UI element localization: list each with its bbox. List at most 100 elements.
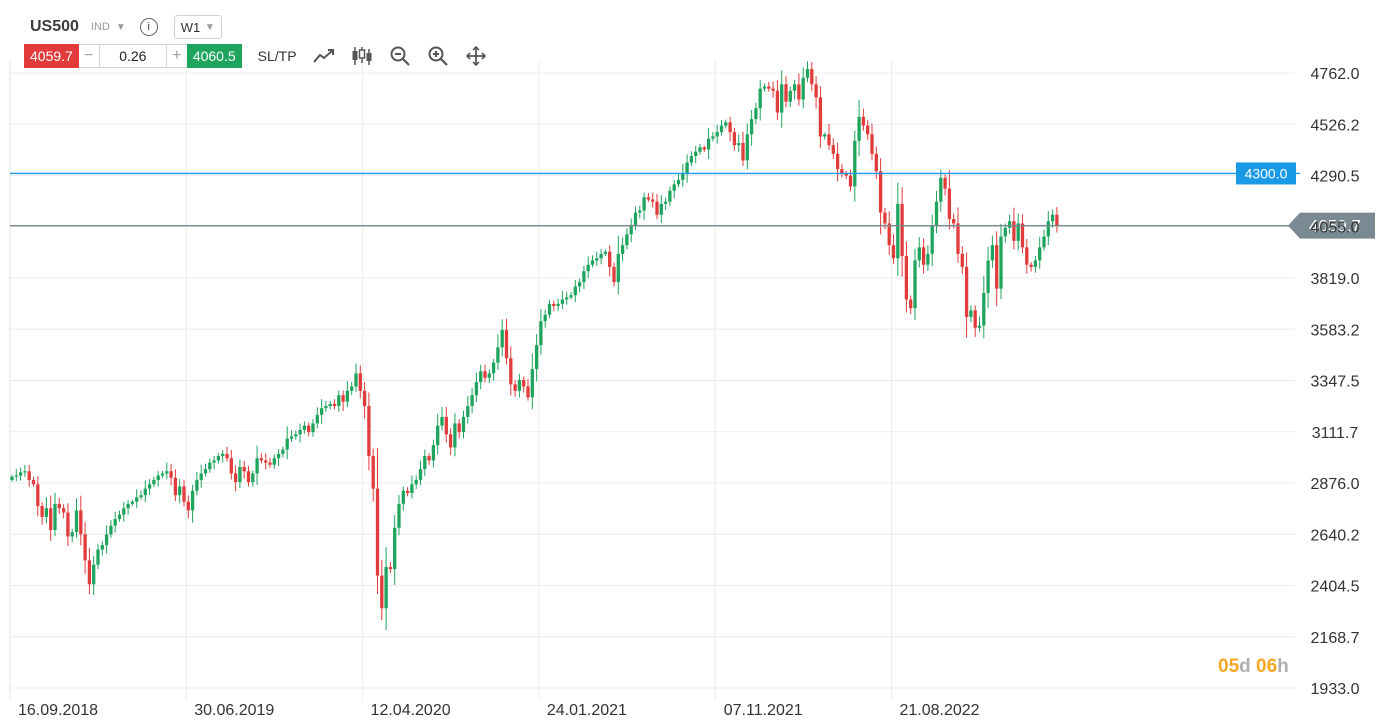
candle: [1042, 229, 1046, 251]
candle: [362, 382, 367, 419]
candle-body: [844, 173, 848, 176]
candle: [586, 256, 590, 279]
y-tick-label: 3111.7: [1312, 425, 1359, 442]
candle-body: [156, 475, 160, 480]
candle-body: [276, 453, 281, 459]
candle-body: [513, 384, 517, 391]
candle: [930, 214, 934, 266]
candle: [556, 298, 560, 311]
candle: [573, 279, 577, 303]
candle-body: [375, 488, 380, 576]
candle: [453, 413, 457, 457]
candle-body: [281, 449, 285, 454]
candle: [943, 174, 947, 196]
candle-body: [285, 438, 289, 450]
candle: [977, 316, 982, 332]
candle: [341, 390, 345, 411]
instrument-dropdown-icon[interactable]: ▼: [115, 21, 126, 33]
candle-body: [238, 466, 242, 483]
candle-body: [358, 373, 362, 391]
line-chart-icon[interactable]: [312, 45, 335, 67]
candle: [552, 300, 556, 312]
candle: [857, 99, 861, 157]
candle-body: [272, 458, 276, 465]
candle: [1012, 207, 1016, 250]
increase-button[interactable]: +: [172, 47, 182, 64]
candle: [547, 299, 552, 319]
candle-body: [719, 125, 724, 133]
x-tick-label: 30.06.2019: [194, 702, 274, 719]
candle: [479, 364, 483, 390]
candle: [117, 510, 122, 522]
move-icon[interactable]: [465, 45, 487, 67]
zoom-in-icon[interactable]: [427, 45, 449, 67]
candle: [818, 86, 823, 149]
candle-body: [427, 456, 431, 461]
candle: [775, 80, 780, 121]
timeframe-select[interactable]: W1 ▼: [173, 15, 222, 39]
candle-body: [350, 386, 354, 391]
candle-body: [857, 116, 861, 141]
candle-body: [539, 321, 543, 346]
candle-body: [311, 423, 315, 433]
candle: [371, 448, 375, 502]
candle-body: [483, 371, 487, 378]
candle: [448, 428, 453, 455]
candle: [762, 83, 767, 92]
candle-body: [586, 264, 590, 272]
candle: [642, 192, 646, 220]
candle: [332, 399, 337, 410]
candle: [1029, 261, 1033, 272]
countdown-days: 05: [1218, 656, 1240, 677]
sltp-button[interactable]: SL/TP: [257, 48, 297, 64]
candlestick-icon[interactable]: [351, 45, 373, 67]
candle-body: [212, 460, 216, 463]
candle-body: [569, 295, 573, 298]
decrease-button[interactable]: −: [84, 47, 94, 64]
candle-body: [1038, 247, 1042, 261]
candle-body: [534, 345, 539, 370]
candle-body: [517, 379, 522, 391]
candle-body: [784, 84, 788, 102]
candle-body: [728, 122, 732, 133]
candle: [1020, 214, 1025, 253]
candle: [27, 465, 31, 487]
zoom-out-icon[interactable]: [389, 45, 411, 67]
current-price-label: 4059.7: [1309, 217, 1361, 236]
candle: [509, 346, 513, 396]
y-tick-label: 4762.0: [1311, 66, 1360, 83]
buy-button[interactable]: 4060.5: [186, 44, 242, 68]
instrument-symbol[interactable]: US500: [30, 18, 79, 35]
candle-body: [982, 293, 986, 326]
trade-bar: 4059.7 − 0.26 + 4060.5 SL/TP: [24, 44, 487, 68]
candle: [694, 146, 698, 164]
candle: [74, 498, 79, 538]
info-icon[interactable]: i: [139, 18, 158, 36]
candle: [139, 490, 143, 500]
candle-body: [530, 369, 534, 398]
candle: [844, 170, 848, 179]
candle: [436, 413, 440, 455]
candle: [853, 130, 857, 202]
candle: [358, 365, 362, 399]
alert-level-tag: [1236, 162, 1296, 185]
candle: [565, 291, 569, 305]
candle-body: [1025, 247, 1029, 265]
sell-button[interactable]: 4059.7: [24, 44, 79, 68]
candle: [259, 453, 264, 464]
candle: [539, 309, 543, 355]
candle-body: [861, 116, 866, 126]
candle-body: [565, 297, 569, 300]
candle: [375, 448, 380, 594]
candle: [109, 519, 113, 538]
candle: [620, 237, 625, 262]
candle: [724, 119, 728, 129]
quantity-input[interactable]: 0.26: [98, 45, 167, 67]
candle: [40, 502, 44, 525]
candle-body: [608, 251, 612, 267]
candle-body: [436, 425, 440, 446]
candle: [982, 276, 986, 339]
candle-body: [294, 434, 298, 437]
candle-body: [96, 549, 100, 565]
